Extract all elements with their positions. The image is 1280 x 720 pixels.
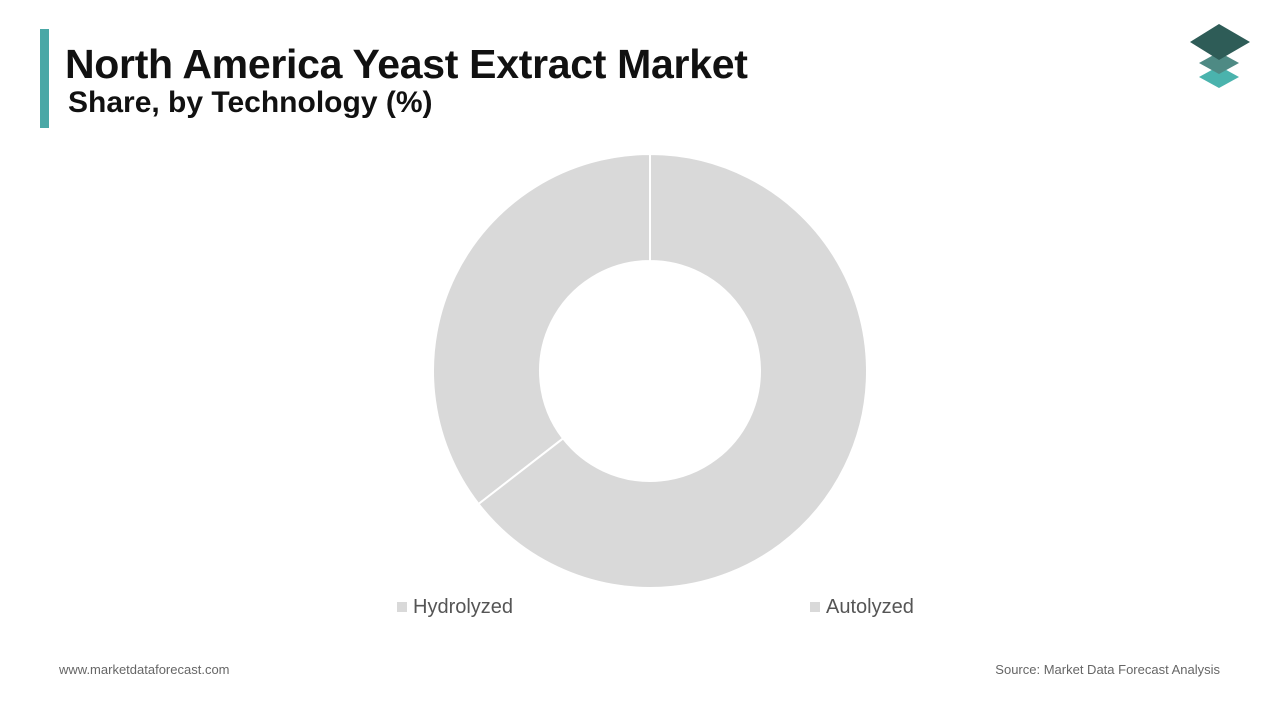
stacked-layers-logo-icon [1190, 24, 1250, 88]
legend-item-hydrolyzed: Hydrolyzed [397, 595, 513, 619]
legend-label-hydrolyzed: Hydrolyzed [413, 595, 514, 618]
page-title: North America Yeast Extract Market [65, 41, 748, 87]
legend-swatch-autolyzed [810, 602, 820, 612]
legend-item-autolyzed: Autolyzed [810, 595, 914, 619]
logo-layer-bottom [1199, 66, 1239, 88]
legend-swatch-hydrolyzed [397, 602, 407, 612]
donut-slices [432, 152, 868, 589]
footer-source: Source: Market Data Forecast Analysis [995, 662, 1220, 677]
logo-layer-middle [1199, 52, 1239, 74]
footer-website[interactable]: www.marketdataforecast.com [59, 662, 230, 677]
logo-layer-top [1190, 24, 1250, 60]
slice-hydrolyzed [432, 152, 651, 506]
legend-label-autolyzed: Autolyzed [826, 595, 914, 618]
title-accent-bar [40, 29, 49, 128]
page-subtitle: Share, by Technology (%) [68, 86, 433, 119]
slice-autolyzed [477, 152, 868, 589]
